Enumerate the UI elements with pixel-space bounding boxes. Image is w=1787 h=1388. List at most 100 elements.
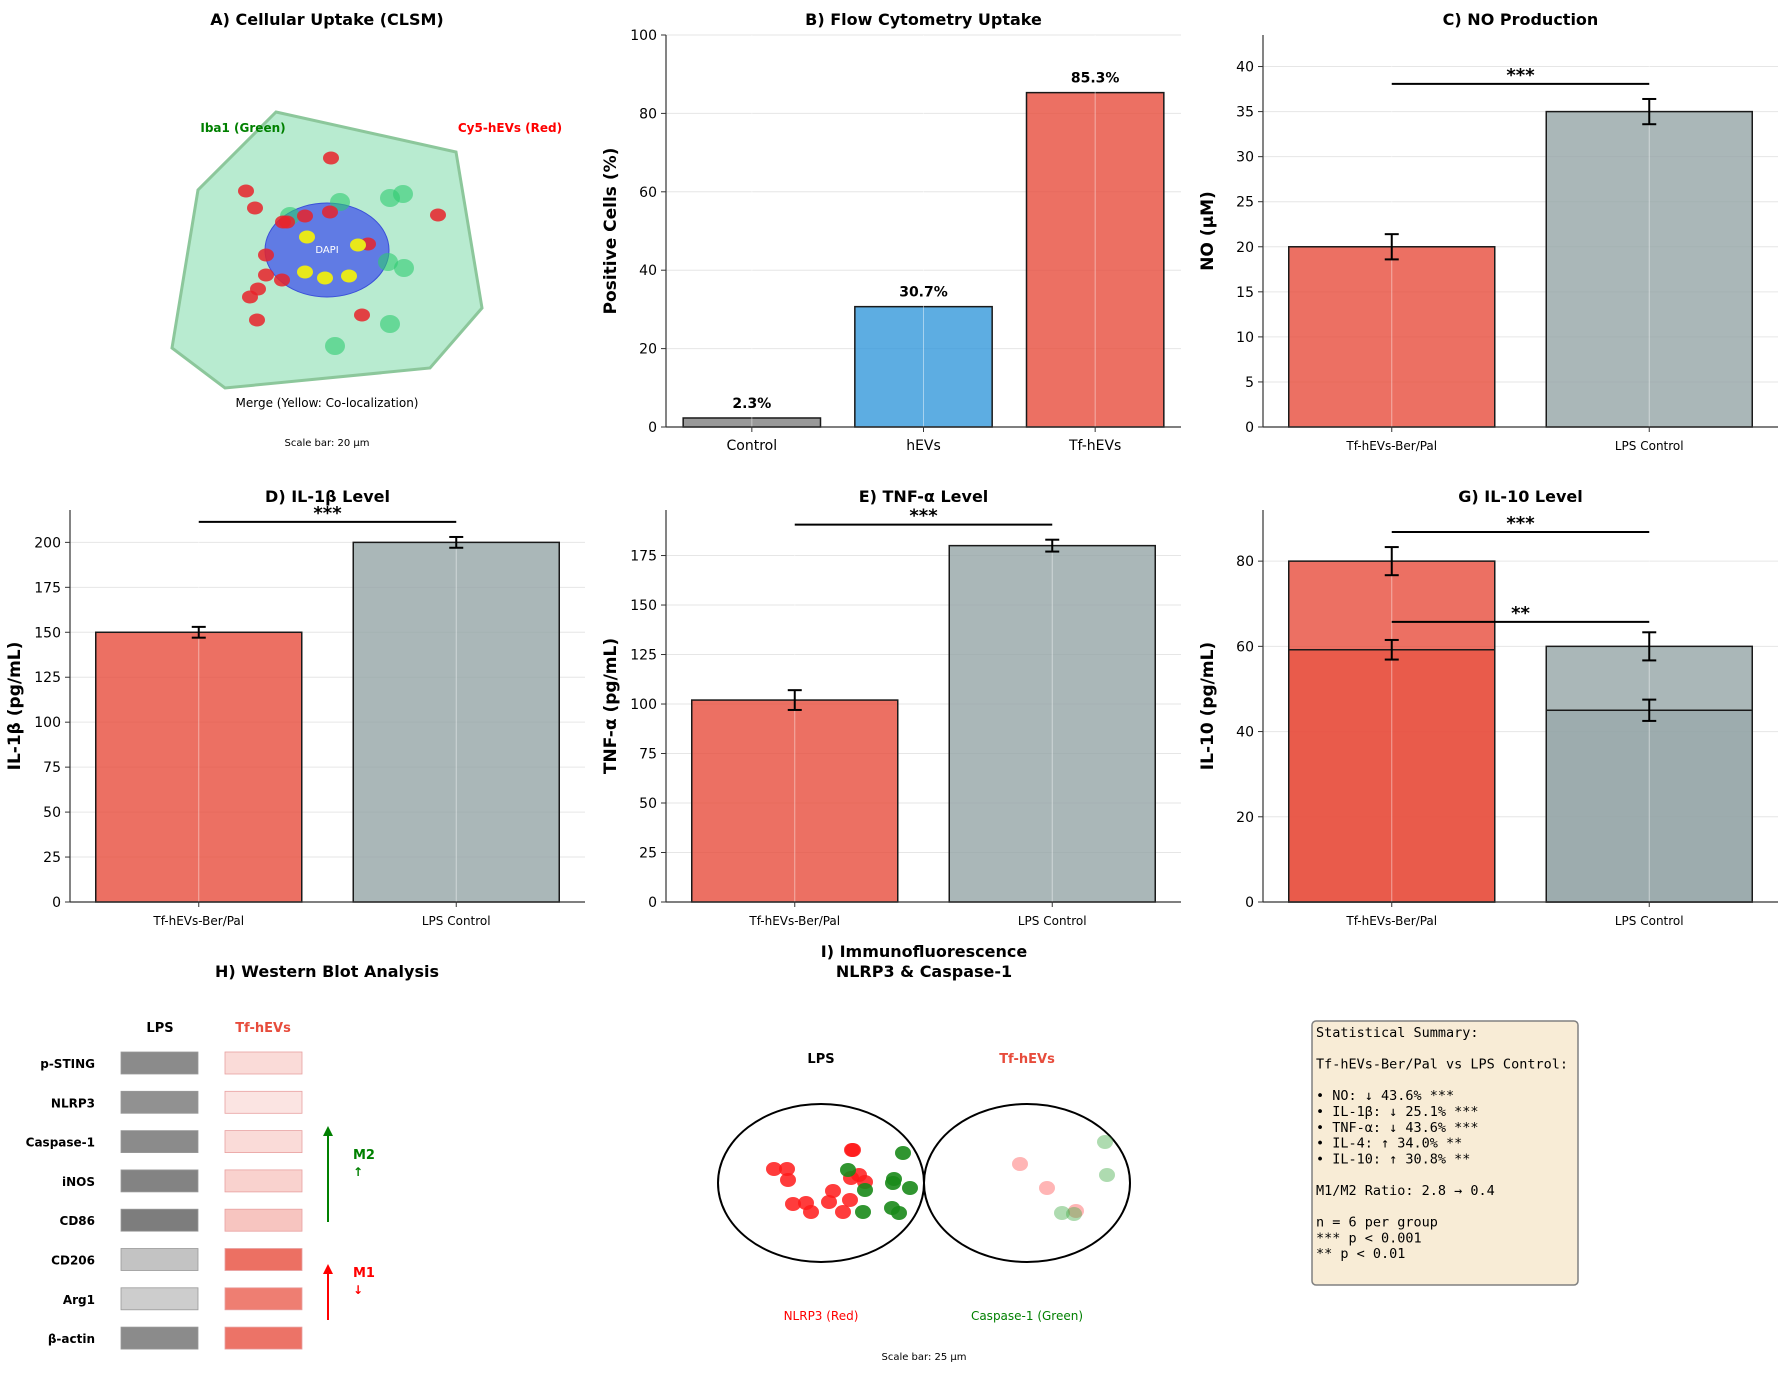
blot-row-label: iNOS [62,1175,95,1189]
m2-arrow-glyph: ↑ [353,1165,363,1179]
y-axis-label: NO (μM) [1198,191,1218,271]
y-tick-label: 0 [648,420,657,436]
m1-arrow-glyph: ↓ [353,1283,363,1297]
bar-il-4 [1288,649,1496,903]
y-tick-label: 20 [1236,240,1254,256]
coloc-dot [299,230,315,244]
coloc-dot [317,271,333,285]
blot-band-tf [224,1248,303,1271]
blot-band-tf [224,1090,303,1114]
significance-marker: *** [1506,513,1535,534]
y-tick-label: 80 [639,106,657,122]
nlrp3-dot [821,1195,837,1209]
y-tick-label: 50 [639,796,657,812]
summary-line: • IL-1β: ↓ 25.1% *** [1316,1104,1479,1120]
nlrp3-dot [844,1143,860,1157]
y-tick-label: 175 [630,549,657,565]
significance-marker: *** [313,503,342,524]
nlrp3-dot [835,1205,851,1219]
y-axis-label: IL-10 (pg/mL) [1198,642,1218,770]
m1-label: M1 [353,1266,375,1281]
y-axis-label: Positive Cells (%) [601,148,621,315]
significance-marker: ** [1511,603,1530,624]
summary-line: • IL-4: ↑ 34.0% ** [1316,1136,1462,1152]
summary-line: M1/M2 Ratio: 2.8 → 0.4 [1316,1183,1495,1199]
bar-il-4 [1545,709,1753,903]
data-label: 2.3% [732,396,771,412]
y-tick-label: 5 [1245,375,1254,391]
caspase-dot [855,1205,871,1219]
iba1-dot [330,193,350,211]
x-tick-label: Tf-hEVs-Ber/Pal [1345,914,1437,928]
caspase-dot [885,1176,901,1190]
significance-marker: *** [1506,65,1535,86]
chart-title: E) TNF-α Level [859,487,989,506]
y-tick-label: 75 [43,760,61,776]
blot-band-lps [120,1169,199,1193]
blot-row-label: CD206 [51,1254,95,1268]
chart-title: G) IL-10 Level [1458,487,1582,506]
x-tick-label: LPS Control [422,914,491,928]
dapi-label: DAPI [315,245,338,256]
blot-band-tf [224,1287,303,1311]
iba1-dot [380,189,400,207]
cy5-dot [249,313,265,327]
iba1-dot [380,315,400,333]
y-tick-label: 40 [1236,725,1254,741]
cy5-dot [274,273,290,287]
cy5-dot [238,184,254,198]
coloc-dot [350,238,366,252]
panel-b-chart: 2.3% 30.7% 85.3% 0 20 40 60 80 100 Control hEVs Tf-… [601,10,1181,454]
y-tick-label: 20 [1236,810,1254,826]
x-tick-label: hEVs [906,438,941,454]
blot-band-lps [120,1287,199,1311]
cy5-dot [322,205,338,219]
x-tick-label: Tf-hEVs-Ber/Pal [152,914,244,928]
chart-title: C) NO Production [1443,10,1599,29]
blot-band-lps [120,1208,199,1232]
nlrp3-dot [803,1205,819,1219]
iba1-dot [325,337,345,355]
x-tick-label: Control [727,438,778,454]
scale-bar-i: Scale bar: 25 μm [881,1352,966,1363]
y-tick-label: 25 [639,846,657,862]
y-tick-label: 15 [1236,285,1254,301]
caspase-dot-faint [1097,1135,1113,1149]
caspase-dot [895,1146,911,1160]
statistical-summary: Statistical Summary: Tf-hEVs-Ber/Pal vs L… [1311,1020,1579,1286]
caspase-dot [857,1183,873,1197]
if-dots [766,1135,1115,1221]
panel-h: H) Western Blot Analysis LPS Tf-hEVs p-S… [26,962,439,1350]
y-tick-label: 0 [648,895,657,911]
panel-i-title-line1: I) Immunofluorescence [821,942,1028,961]
x-tick-label: LPS Control [1615,914,1684,928]
y-tick-label: 25 [43,850,61,866]
y-tick-label: 30 [1236,150,1254,166]
caspase-dot [891,1206,907,1220]
summary-line: Statistical Summary: [1316,1025,1479,1041]
chart-title: B) Flow Cytometry Uptake [805,10,1042,29]
caspase-dot [840,1163,856,1177]
y-tick-label: 125 [34,670,61,686]
blot-band-tf [224,1208,303,1232]
m2-label: M2 [353,1148,375,1163]
x-tick-label: Tf-hEVs-Ber/Pal [1345,439,1437,453]
blot-rows: p-STING NLRP3 Caspase-1 iNOS CD86 CD206 Arg1 β-… [26,1051,303,1350]
blot-row-label: CD86 [60,1214,95,1228]
nlrp3-dot [825,1184,841,1198]
y-tick-label: 75 [639,747,657,763]
bar [352,541,560,903]
bar [1288,246,1496,428]
cy5-dot [354,308,370,322]
panel-i-title-line2: NLRP3 & Caspase-1 [836,962,1012,981]
blot-band-tf [224,1326,303,1350]
y-tick-label: 50 [43,805,61,821]
blot-col-lps: LPS [146,1021,173,1036]
y-tick-label: 40 [639,263,657,279]
panel-d-chart: *** 0 25 50 75 100 125 150 175 200 Tf-hEVs-Ber/Pal… [5,487,585,928]
y-axis-label: IL-1β (pg/mL) [5,642,25,771]
blot-band-lps [120,1130,199,1153]
nlrp3-dot-faint [1039,1181,1055,1195]
y-tick-label: 40 [1236,60,1254,76]
